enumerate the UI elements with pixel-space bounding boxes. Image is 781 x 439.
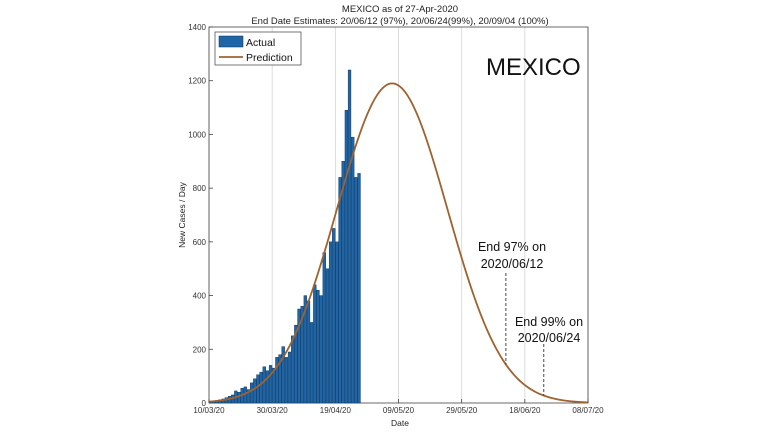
bar [259,371,263,404]
y-tick-label: 0 [202,399,207,408]
bar [347,69,352,404]
bar [338,177,342,404]
bar [310,322,314,404]
annotation-99-line2: 2020/06/24 [518,331,581,345]
y-tick-label: 600 [193,238,207,247]
y-axis-label: New Cases / Day [177,181,187,247]
grid [208,27,589,403]
bar [313,284,317,404]
legend-label-actual: Actual [246,37,275,49]
bar [284,357,289,404]
bar [306,300,311,404]
legend-swatch-actual [218,35,244,48]
bar [328,241,333,404]
bar [316,290,320,404]
actual-bars [208,69,361,404]
annotation-99-line1: End 99% on [515,315,583,329]
bar [287,351,292,404]
legend-box [214,31,302,66]
bar [250,382,254,404]
legend: Actual Prediction [214,31,302,66]
bar [237,392,241,404]
bar [300,306,304,404]
x-tick-label: 08/07/20 [572,406,604,415]
end-date-lines [505,273,545,396]
bar [278,354,282,404]
bar [275,357,279,404]
bar [351,136,355,404]
bar [332,228,336,404]
x-tick-label: 19/04/20 [320,406,352,415]
annotation-97-line1: End 97% on [478,240,546,254]
bar [281,346,285,404]
bar [303,295,307,404]
country-label: MEXICO [486,54,581,81]
x-tick-label: 30/03/20 [257,406,289,415]
y-axis-ticks: 0 200 400 600 800 1000 1200 1400 [188,23,213,408]
bar [272,367,276,404]
y-tick-label: 1400 [188,23,206,32]
bar [262,366,266,404]
y-tick-label: 800 [193,184,207,193]
bar [268,365,273,404]
bar [246,389,251,404]
y-tick-label: 200 [193,345,207,354]
bar [297,308,301,404]
bar [354,177,358,404]
x-axis-ticks: 10/03/20 30/03/20 19/04/20 09/05/20 29/05/20… [193,399,604,415]
bar [335,241,339,404]
x-tick-label: 18/06/20 [509,406,541,415]
bar [357,173,361,404]
chart-subtitle: End Date Estimates: 20/06/12 (97%), 20/0… [251,16,548,27]
bar [325,268,330,404]
y-tick-label: 400 [193,292,207,301]
bar [256,374,260,404]
bar [265,370,270,404]
x-tick-label: 09/05/20 [383,406,415,415]
bar [253,378,257,404]
bar [344,110,349,404]
annotation-97-line2: 2020/06/12 [481,257,544,271]
bar [341,161,345,404]
chart-title: MEXICO as of 27-Apr-2020 [342,4,458,15]
x-axis-label: Date [391,418,409,428]
x-tick-label: 10/03/20 [193,406,225,415]
y-tick-label: 1200 [188,77,206,86]
legend-label-prediction: Prediction [246,52,293,64]
bar [322,252,326,404]
x-tick-label: 29/05/20 [446,406,478,415]
prediction-line [208,82,589,404]
bar [294,324,298,404]
y-tick-label: 1000 [188,130,206,139]
bar [291,335,295,404]
bar [319,295,323,404]
